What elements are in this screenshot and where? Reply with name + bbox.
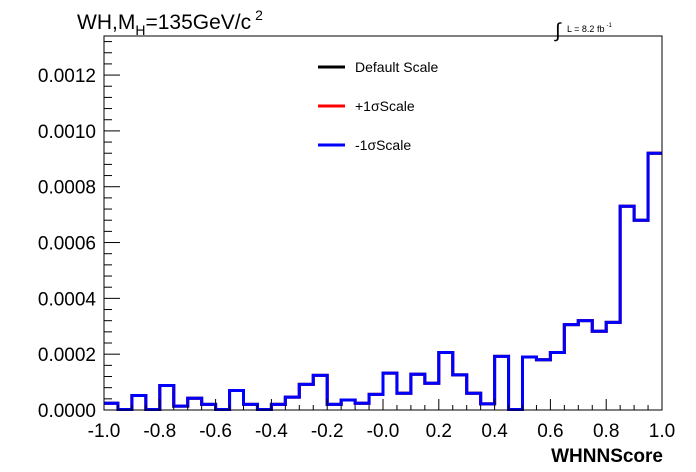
x-tick-label: 0.4 bbox=[481, 421, 508, 442]
y-tick-label: 0.0000 bbox=[38, 401, 96, 422]
luminosity-value: L = 8.2 fb -1 bbox=[567, 23, 612, 34]
x-tick-label: 0.6 bbox=[537, 421, 563, 442]
y-tick-label: 0.0010 bbox=[38, 122, 96, 143]
y-tick-label: 0.0006 bbox=[38, 234, 96, 255]
x-tick-label: 1.0 bbox=[649, 421, 675, 442]
y-tick-label: 0.0002 bbox=[38, 345, 96, 366]
series-layer bbox=[104, 151, 662, 411]
x-tick-label: -0.0 bbox=[367, 421, 400, 442]
luminosity-label: ∫ L = 8.2 fb -1 bbox=[554, 20, 612, 42]
legend-label-plus1sigma: +1σScale bbox=[355, 98, 415, 114]
legend-label-minus1sigma: -1σScale bbox=[355, 137, 411, 153]
x-tick-label: -0.2 bbox=[311, 421, 344, 442]
axis-layer: -1.0 -0.8 -0.6 -0.4 -0.2 -0.0 0.2 0.4 0.6 0.8 1.0 0… bbox=[38, 41, 675, 442]
plot-frame bbox=[103, 35, 663, 411]
series-line-1 bbox=[104, 151, 662, 411]
x-tick-label: 0.8 bbox=[593, 421, 619, 442]
series-line-2 bbox=[104, 151, 662, 411]
y-tick-label: 0.0008 bbox=[38, 178, 96, 199]
legend-label-default: Default Scale bbox=[355, 59, 438, 75]
x-tick-label: -1.0 bbox=[88, 421, 121, 442]
x-tick-label: -0.8 bbox=[143, 421, 176, 442]
y-tick-label: 0.0012 bbox=[38, 66, 96, 87]
x-tick-label: -0.4 bbox=[255, 421, 288, 442]
y-tick-label: 0.0004 bbox=[38, 289, 97, 310]
x-axis-label: WHNNScore bbox=[551, 446, 663, 467]
x-tick-label: 0.2 bbox=[426, 421, 452, 442]
integral-symbol: ∫ bbox=[554, 20, 562, 42]
chart-title: WH,MH=135GeV/c 2 bbox=[77, 7, 263, 38]
legend: Default Scale +1σScale -1σScale bbox=[318, 59, 438, 153]
series-line-0 bbox=[104, 151, 662, 411]
x-tick-label: -0.6 bbox=[199, 421, 232, 442]
